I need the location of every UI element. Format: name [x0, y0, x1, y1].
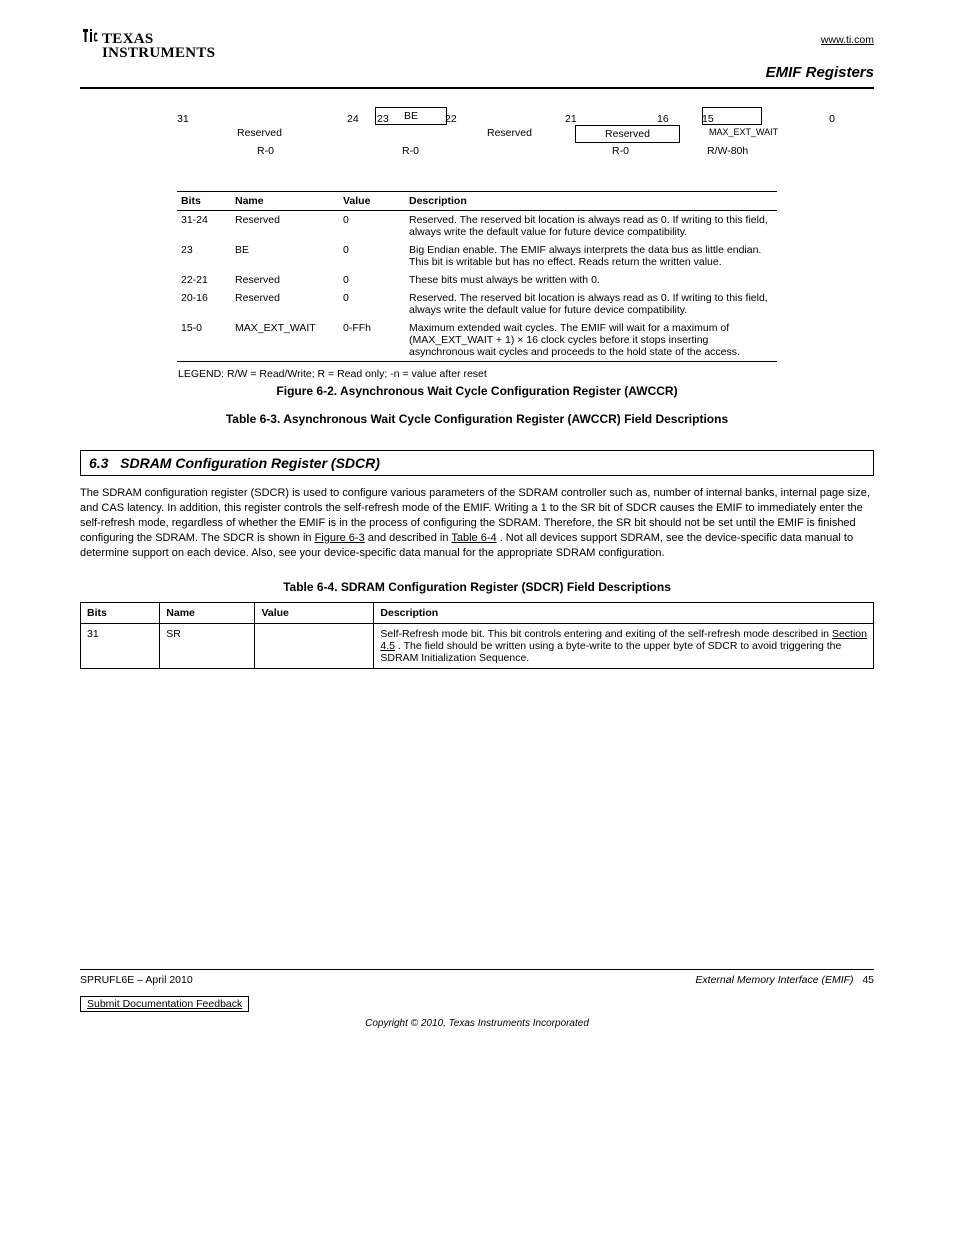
- r0-value: 0: [339, 211, 405, 242]
- section-num: 6.3: [89, 455, 108, 471]
- sdcr-r0-desc: Self-Refresh mode bit. This bit controls…: [374, 624, 874, 669]
- section-body: The SDRAM configuration register (SDCR) …: [80, 486, 874, 560]
- r1-desc: Big Endian enable. The EMIF always inter…: [405, 241, 777, 271]
- section-6-3-heading: 6.3 SDRAM Configuration Register (SDCR): [80, 450, 874, 476]
- para-2: and described in: [368, 532, 452, 544]
- th-name: Name: [231, 192, 339, 211]
- sdcr-r0-value: [255, 624, 374, 669]
- field-maxwait: MAX_EXT_WAIT: [709, 127, 778, 137]
- r4-bits: 15-0: [177, 319, 231, 362]
- field-reserved-mid: Reserved: [487, 127, 532, 139]
- figure-caption: Figure 6-2. Asynchronous Wait Cycle Conf…: [80, 384, 874, 398]
- doc-link[interactable]: www.ti.com: [821, 34, 874, 46]
- footer-title: External Memory Interface (EMIF): [695, 974, 853, 986]
- header-rule: [80, 87, 874, 89]
- r3-value: 0: [339, 289, 405, 319]
- table-caption: Table 6-3. Asynchronous Wait Cycle Confi…: [80, 412, 874, 426]
- register-bit-diagram: 31 24 23 22 21 16 15 0 Reserved BE Reser…: [177, 113, 777, 362]
- section-heading: EMIF Registers: [80, 64, 874, 81]
- bit-21: 21: [565, 113, 577, 125]
- r2-bits: 22-21: [177, 271, 231, 289]
- field-reserved-box2: Reserved: [575, 125, 680, 143]
- r1-bits: 23: [177, 241, 231, 271]
- r3-bits: 20-16: [177, 289, 231, 319]
- page-footer: SPRUFL6E – April 2010 External Memory In…: [80, 969, 874, 1029]
- sdcr-th-desc: Description: [374, 603, 874, 624]
- r4-name: MAX_EXT_WAIT: [231, 319, 339, 362]
- sdcr-th-value: Value: [255, 603, 374, 624]
- sdcr-field-table: Bits Name Value Description 31 SR Self-R…: [80, 602, 874, 669]
- sdcr-th-name: Name: [160, 603, 255, 624]
- r2-name: Reserved: [231, 271, 339, 289]
- footer-page: 45: [862, 974, 874, 986]
- bit-16: 16: [657, 113, 669, 125]
- logo-line2: INSTRUMENTS: [102, 45, 215, 61]
- footer-copyright: Copyright © 2010, Texas Instruments Inco…: [80, 1018, 874, 1029]
- rw-4: R/W-80h: [707, 145, 748, 157]
- footer-date: April 2010: [145, 974, 192, 986]
- register-legend: LEGEND: R/W = Read/Write; R = Read only;…: [178, 368, 874, 380]
- figure-ref[interactable]: Figure 6-3: [315, 532, 365, 544]
- footer-rule: [80, 969, 874, 970]
- bit-0: 0: [829, 113, 835, 125]
- r0-name: Reserved: [231, 211, 339, 242]
- sdcr-table-caption: Table 6-4. SDRAM Configuration Register …: [80, 580, 874, 594]
- awccr-field-table: Bits Name Value Description 31-24 Reserv…: [177, 191, 777, 362]
- section-title: SDRAM Configuration Register (SDCR): [120, 455, 380, 471]
- r4-desc: Maximum extended wait cycles. The EMIF w…: [405, 319, 777, 362]
- ti-logo: TEXAS INSTRUMENTS: [80, 32, 215, 61]
- feedback-link[interactable]: Submit Documentation Feedback: [80, 996, 249, 1012]
- ti-logo-icon: [80, 26, 100, 48]
- th-value: Value: [339, 192, 405, 211]
- r1-value: 0: [339, 241, 405, 271]
- r0-desc: Reserved. The reserved bit location is a…: [405, 211, 777, 242]
- bit-31: 31: [177, 113, 189, 125]
- table-ref[interactable]: Table 6-4: [451, 532, 496, 544]
- sdcr-desc-2: . The field should be written using a by…: [380, 640, 841, 664]
- r3-name: Reserved: [231, 289, 339, 319]
- field-be-box: BE: [375, 107, 447, 125]
- r1-name: BE: [231, 241, 339, 271]
- th-bits: Bits: [177, 192, 231, 211]
- rw-1: R-0: [257, 145, 274, 157]
- sdcr-r0-bits: 31: [81, 624, 160, 669]
- th-desc: Description: [405, 192, 777, 211]
- field-maxwait-box: [702, 107, 762, 125]
- sdcr-desc-1: Self-Refresh mode bit. This bit controls…: [380, 628, 829, 640]
- rw-3: R-0: [612, 145, 629, 157]
- sdcr-r0-name: SR: [160, 624, 255, 669]
- field-reserved-hi: Reserved: [237, 127, 282, 139]
- sdcr-th-bits: Bits: [81, 603, 160, 624]
- r3-desc: Reserved. The reserved bit location is a…: [405, 289, 777, 319]
- rw-2: R-0: [402, 145, 419, 157]
- r2-value: 0: [339, 271, 405, 289]
- r4-value: 0-FFh: [339, 319, 405, 362]
- r2-desc: These bits must always be written with 0…: [405, 271, 777, 289]
- bit-24: 24: [347, 113, 359, 125]
- r0-bits: 31-24: [177, 211, 231, 242]
- footer-doc-id: SPRUFL6E: [80, 974, 134, 986]
